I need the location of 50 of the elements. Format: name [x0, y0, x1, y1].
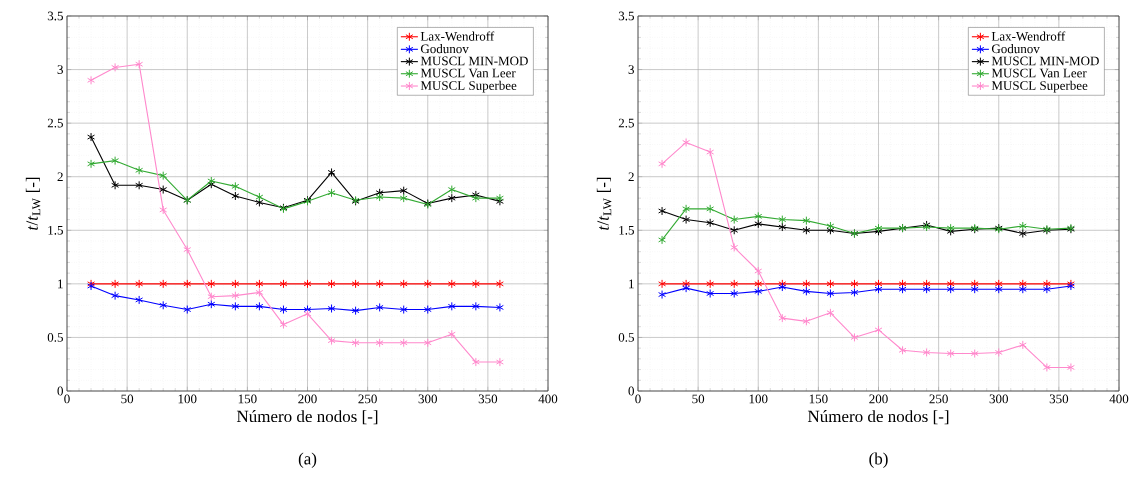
x-tick-label: 100	[178, 394, 197, 404]
y-axis-title: t/t$_{LW}$ [-]	[25, 177, 41, 230]
x-tick-label: 250	[929, 394, 948, 404]
x-tick-label: 0	[635, 394, 641, 404]
x-tick-label: 250	[358, 394, 377, 404]
legend-label: MUSCL Superbee	[420, 80, 517, 93]
legend-label: MUSCL Van Leer	[991, 68, 1087, 78]
legend-label: MUSCL MIN-MOD	[991, 56, 1099, 66]
text: (a)	[298, 452, 317, 468]
text: (b)	[869, 452, 888, 468]
legend-label: Godunov	[420, 44, 469, 54]
y-tick-label: 0.5	[618, 333, 634, 342]
x-axis-title: Número de nodos [-]	[807, 410, 949, 425]
x-tick-label: 200	[869, 394, 888, 404]
y-tick-label: 2.5	[47, 118, 63, 128]
y-tick-label: 2	[628, 172, 634, 182]
x-tick-label: 350	[478, 394, 498, 404]
y-tick-label: 2	[57, 172, 63, 182]
x-tick-label: 150	[238, 394, 257, 404]
y-tick-label: 0	[57, 386, 63, 396]
x-tick-label: 400	[538, 394, 558, 404]
x-tick-label: 200	[298, 394, 317, 404]
x-tick-label: 0	[64, 394, 70, 404]
y-tick-label: 3	[628, 65, 634, 74]
y-tick-label: 1.5	[48, 225, 63, 235]
y-axis-title: t/t$_{LW}$ [-]	[596, 177, 612, 230]
y-tick-label: 1	[629, 279, 634, 289]
legend-label: MUSCL MIN-MOD	[420, 56, 528, 66]
legend-label: Lax-Wendroff	[991, 31, 1066, 41]
y-tick-label: 1	[58, 279, 63, 289]
y-tick-label: 2.5	[618, 118, 634, 128]
x-tick-label: 50	[121, 394, 134, 404]
y-tick-label: 0.5	[47, 333, 63, 342]
x-axis-title: Número de nodos [-]	[236, 410, 378, 425]
x-tick-label: 100	[749, 394, 768, 404]
x-tick-label: 350	[1049, 394, 1069, 404]
y-tick-label: 3.5	[47, 11, 63, 21]
y-tick-label: 3	[57, 65, 63, 74]
x-tick-label: 150	[809, 394, 828, 404]
legend-label: Lax-Wendroff	[420, 31, 495, 41]
legend-label: Godunov	[991, 44, 1040, 54]
x-tick-label: 300	[418, 394, 437, 404]
y-tick-label: 1.5	[619, 225, 634, 235]
x-tick-label: 400	[1109, 394, 1129, 404]
legend-label: MUSCL Van Leer	[420, 68, 516, 78]
y-tick-label: 0	[628, 386, 634, 396]
y-tick-label: 3.5	[618, 11, 634, 21]
x-tick-label: 50	[692, 394, 705, 404]
legend-label: MUSCL Superbee	[991, 80, 1088, 93]
x-tick-label: 300	[989, 394, 1009, 404]
